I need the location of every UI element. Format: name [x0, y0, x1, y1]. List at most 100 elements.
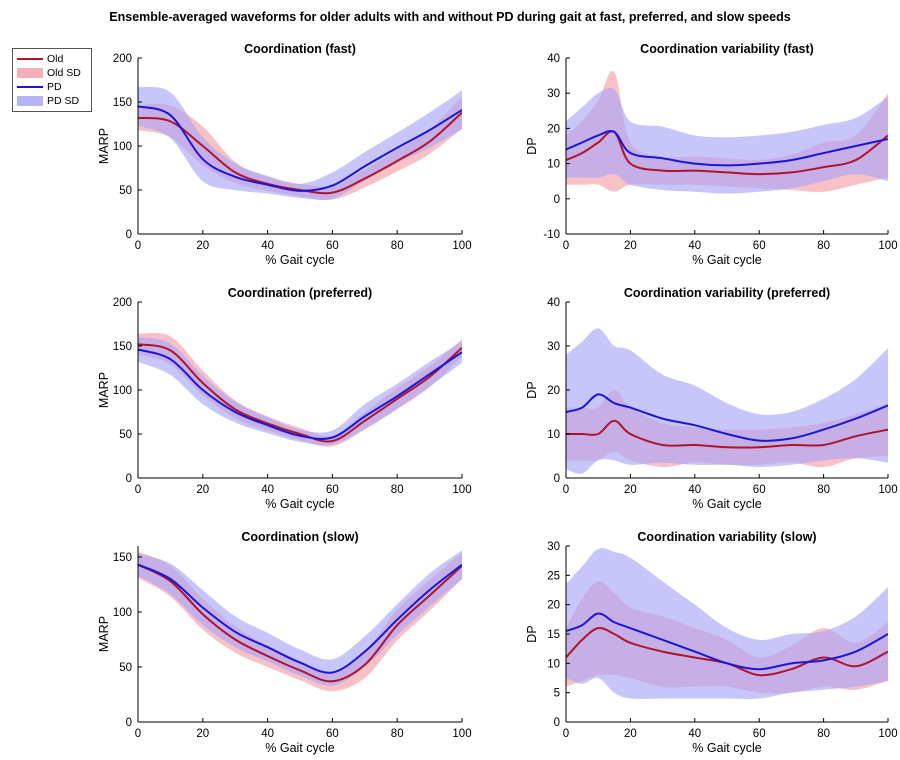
x-axis-label: % Gait cycle: [692, 741, 762, 755]
x-tick-label: 20: [196, 484, 209, 496]
y-tick-label: 0: [126, 473, 132, 485]
panel-title: Coordination (fast): [244, 42, 356, 56]
y-tick-label: 30: [547, 88, 560, 100]
y-tick-label: 30: [547, 341, 560, 353]
x-tick-label: 80: [817, 240, 830, 252]
y-tick-label: -10: [543, 229, 560, 241]
sd-band-pd: [566, 328, 888, 474]
sd-band-old: [138, 551, 462, 692]
x-axis-label: % Gait cycle: [265, 497, 335, 511]
x-tick-label: 60: [753, 484, 766, 496]
y-tick-label: 30: [547, 541, 560, 553]
chart-panel-4: 0 20 40 60 80 100 0 10 20 30 40 Coordination variab…: [525, 286, 898, 511]
x-tick-label: 80: [817, 484, 830, 496]
x-tick-label: 80: [391, 240, 404, 252]
x-tick-label: 100: [452, 728, 471, 740]
x-tick-label: 40: [261, 240, 274, 252]
y-axis-label: DP: [525, 381, 539, 398]
legend-item-pd: PD: [17, 80, 91, 94]
y-tick-label: 20: [547, 600, 560, 612]
legend-swatch-old: [17, 58, 43, 60]
y-tick-label: 150: [113, 97, 132, 109]
x-tick-label: 80: [817, 728, 830, 740]
x-axis-label: % Gait cycle: [265, 253, 335, 267]
y-tick-label: 20: [547, 385, 560, 397]
plot-area: [138, 550, 462, 692]
y-axis-label: DP: [525, 137, 539, 154]
series-line-old: [566, 130, 888, 176]
x-tick-label: 20: [624, 240, 637, 252]
y-tick-label: 50: [119, 662, 132, 674]
panel-title: Coordination (preferred): [228, 286, 372, 300]
x-tick-label: 100: [878, 728, 897, 740]
y-tick-label: 40: [547, 297, 560, 309]
y-tick-label: 50: [119, 429, 132, 441]
y-tick-label: 10: [547, 159, 560, 171]
y-tick-label: 20: [547, 123, 560, 135]
x-tick-label: 0: [135, 484, 141, 496]
x-tick-label: 40: [688, 484, 701, 496]
plot-area: [566, 548, 888, 699]
figure-title: Ensemble-averaged waveforms for older ad…: [109, 10, 791, 24]
x-tick-label: 40: [261, 484, 274, 496]
legend-swatch-old-sd: [17, 68, 43, 78]
chart-panel-3: 0 20 40 60 80 100 0 50 100 150 200 Coordination (pr…: [97, 286, 472, 511]
series-line-pd: [566, 129, 888, 167]
series-line-pd: [566, 393, 888, 442]
legend-item-old-sd: Old SD: [17, 66, 91, 80]
x-tick-label: 60: [753, 728, 766, 740]
x-tick-label: 100: [452, 240, 471, 252]
y-tick-label: 100: [113, 607, 132, 619]
x-tick-label: 0: [135, 240, 141, 252]
chart-legend: Old Old SD PD PD SD: [12, 48, 92, 112]
sd-band-pd: [138, 550, 462, 686]
x-tick-label: 60: [326, 484, 339, 496]
x-tick-label: 80: [391, 484, 404, 496]
panel-title: Coordination (slow): [241, 530, 358, 544]
x-tick-label: 100: [452, 484, 471, 496]
legend-label-pd-sd: PD SD: [47, 95, 80, 107]
legend-swatch-pd: [17, 86, 43, 88]
series-line-pd: [138, 105, 462, 192]
y-tick-label: 15: [547, 629, 560, 641]
chart-panel-5: 0 20 40 60 80 100 0 50 100 150 Coordination (slow)…: [97, 530, 472, 755]
x-tick-label: 60: [326, 240, 339, 252]
y-axis-label: MARP: [97, 616, 111, 652]
series-line-old: [566, 419, 888, 449]
y-tick-label: 0: [554, 473, 560, 485]
y-tick-label: 5: [554, 688, 560, 700]
y-tick-label: 100: [113, 141, 132, 153]
sd-band-pd: [566, 548, 888, 699]
x-tick-label: 20: [196, 240, 209, 252]
x-tick-label: 20: [624, 728, 637, 740]
x-tick-label: 0: [563, 240, 569, 252]
x-tick-label: 60: [753, 240, 766, 252]
x-tick-label: 0: [135, 728, 141, 740]
legend-label-pd: PD: [47, 81, 62, 93]
legend-swatch-pd-sd: [17, 96, 43, 106]
x-tick-label: 0: [563, 728, 569, 740]
series-line-pd: [138, 348, 462, 440]
y-axis-label: DP: [525, 625, 539, 642]
sd-band-pd: [138, 337, 462, 446]
y-tick-label: 0: [126, 717, 132, 729]
plot-area: [566, 328, 888, 474]
x-axis-label: % Gait cycle: [692, 497, 762, 511]
panel-title: Coordination variability (preferred): [624, 286, 830, 300]
y-tick-label: 25: [547, 570, 560, 582]
x-tick-label: 80: [391, 728, 404, 740]
series-line-pd: [138, 563, 462, 674]
y-axis-label: MARP: [97, 372, 111, 408]
y-tick-label: 150: [113, 341, 132, 353]
sd-band-pd: [138, 86, 462, 201]
y-tick-label: 50: [119, 185, 132, 197]
y-tick-label: 0: [126, 229, 132, 241]
x-tick-label: 20: [196, 728, 209, 740]
x-tick-label: 40: [688, 240, 701, 252]
legend-label-old-sd: Old SD: [47, 67, 81, 79]
y-tick-label: 40: [547, 53, 560, 65]
sd-band-pd: [566, 87, 888, 194]
y-tick-label: 0: [554, 194, 560, 206]
